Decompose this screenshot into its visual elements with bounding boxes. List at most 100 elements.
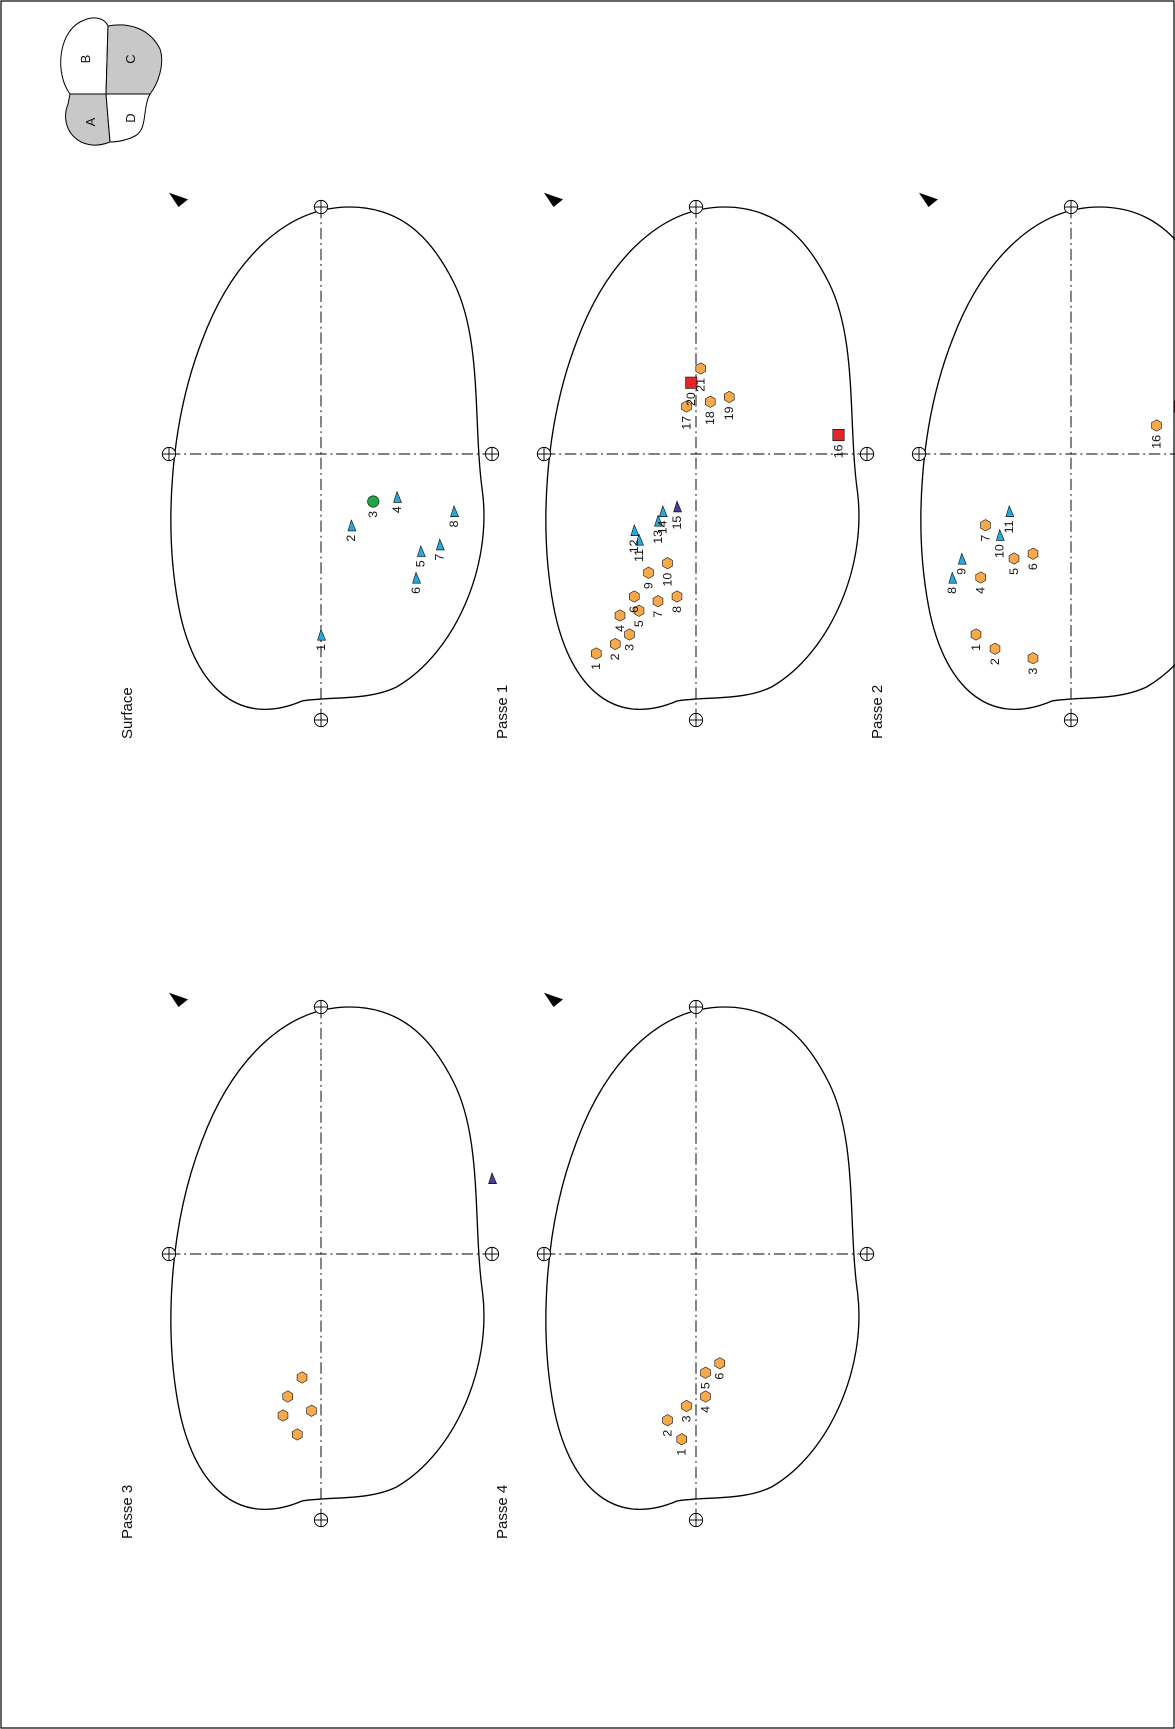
find-marker xyxy=(980,519,991,532)
find-marker xyxy=(610,637,621,651)
inset-quadrant-b: B xyxy=(78,55,93,64)
find-marker xyxy=(989,642,1001,655)
find-marker xyxy=(832,429,845,441)
panel-title-surface: Surface xyxy=(119,687,136,739)
find-marker xyxy=(633,604,645,617)
find-marker xyxy=(705,395,716,408)
find-marker xyxy=(317,628,326,641)
find-label: 5 xyxy=(632,620,646,627)
find-marker xyxy=(296,1371,308,1384)
find-label: 15 xyxy=(1173,416,1175,430)
find-label: 16 xyxy=(831,444,845,458)
find-marker xyxy=(1008,552,1020,565)
find-label: 12 xyxy=(627,539,641,553)
find-label: 7 xyxy=(651,611,665,618)
find-marker xyxy=(412,571,421,584)
find-label: 5 xyxy=(1007,568,1021,575)
find-label: 11 xyxy=(632,549,646,562)
find-marker xyxy=(488,1172,497,1184)
find-label: 18 xyxy=(703,411,717,425)
find-marker xyxy=(975,571,986,584)
outline-wrap xyxy=(161,992,500,1528)
panel-title-passe2: Passe 2 xyxy=(869,685,886,739)
find-label: 2 xyxy=(344,535,358,542)
north-arrow-icon xyxy=(169,192,189,207)
find-label: 21 xyxy=(694,378,708,392)
find-marker xyxy=(676,1433,687,1446)
find-label: 6 xyxy=(409,587,423,594)
find-marker xyxy=(948,571,958,584)
find-label: 9 xyxy=(641,582,655,589)
panel-passe3: Passe 3 xyxy=(119,992,500,1539)
find-label: 2 xyxy=(988,658,1002,665)
find-marker xyxy=(277,1409,289,1422)
find-marker xyxy=(450,505,459,517)
find-label: 3 xyxy=(366,511,380,518)
find-label: 13 xyxy=(651,530,665,544)
find-marker xyxy=(624,628,635,641)
find-label: 8 xyxy=(670,606,684,613)
find-marker xyxy=(1151,419,1162,432)
find-label: 6 xyxy=(1026,563,1040,570)
find-label: 2 xyxy=(660,1430,674,1437)
inset-quadrant-a: A xyxy=(83,117,98,126)
panel-title-passe1: Passe 1 xyxy=(494,685,511,739)
quadrant-inset: A B C D xyxy=(60,17,163,146)
find-marker xyxy=(673,500,682,513)
find-label: 4 xyxy=(698,1406,712,1413)
pit-outline xyxy=(170,1006,485,1511)
find-label: 19 xyxy=(722,406,736,420)
find-marker xyxy=(306,1404,317,1417)
find-marker xyxy=(591,647,602,660)
pit-outline xyxy=(920,206,1175,711)
find-marker xyxy=(635,533,644,546)
inset-quadrant-d: D xyxy=(123,113,138,122)
find-marker xyxy=(630,524,640,536)
find-label: 5 xyxy=(698,1382,712,1389)
find-marker xyxy=(347,519,357,532)
find-marker xyxy=(416,544,426,557)
find-label: 1 xyxy=(314,644,328,651)
north-arrow-icon xyxy=(544,192,564,207)
find-marker xyxy=(681,400,692,413)
find-label: 1 xyxy=(675,1449,689,1456)
find-label: 7 xyxy=(978,535,992,542)
find-label: 8 xyxy=(447,520,461,527)
find-marker xyxy=(614,609,626,622)
find-marker xyxy=(662,1414,673,1427)
find-marker xyxy=(1027,652,1039,665)
find-marker xyxy=(367,495,380,508)
find-label: 3 xyxy=(679,1415,693,1422)
find-marker xyxy=(671,590,683,603)
find-marker xyxy=(282,1390,293,1403)
find-marker xyxy=(700,1390,711,1403)
find-label: 3 xyxy=(1026,668,1040,675)
find-marker xyxy=(685,376,698,389)
find-marker xyxy=(643,566,654,579)
inset-quadrant-c: C xyxy=(123,54,138,63)
find-marker xyxy=(957,552,967,565)
panel-title-passe4: Passe 4 xyxy=(494,1485,511,1539)
find-label: 16 xyxy=(1149,435,1163,449)
find-marker xyxy=(652,595,664,608)
find-label: 2 xyxy=(608,653,622,660)
pit-outline xyxy=(170,206,485,711)
find-label: 1 xyxy=(589,663,603,670)
north-arrow-icon xyxy=(919,192,939,207)
find-label: 15 xyxy=(670,516,684,530)
find-label: 4 xyxy=(390,506,404,513)
panel-title-passe3: Passe 3 xyxy=(119,1485,136,1539)
find-marker xyxy=(970,628,982,641)
find-label: 8 xyxy=(945,587,959,594)
find-marker xyxy=(662,557,673,570)
find-marker xyxy=(1027,547,1039,560)
pit-outline xyxy=(545,1006,860,1511)
